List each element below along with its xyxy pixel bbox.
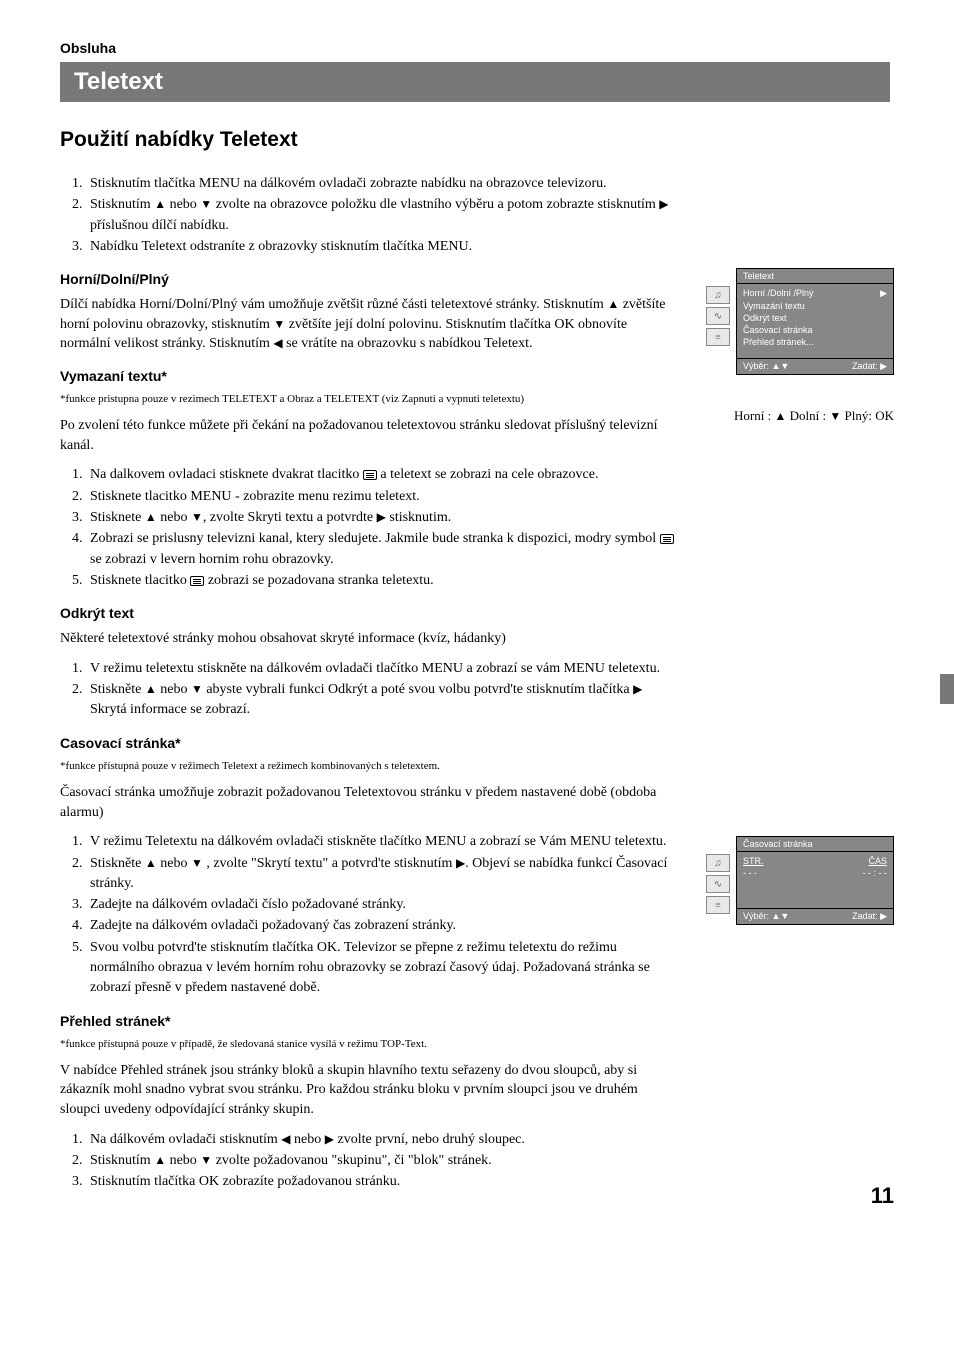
pic-icon: ♫ — [706, 854, 730, 872]
list-item: Nabídku Teletext odstraníte z obrazovky … — [86, 237, 680, 257]
teletext-icon — [363, 470, 377, 480]
down-icon: ▼ — [200, 1153, 212, 1167]
subheading: Vymazaní textu* — [60, 368, 680, 384]
menu-title: Teletext — [737, 269, 893, 284]
subheading: Odkrýt text — [60, 605, 680, 621]
list-item: Stisknutím ▲ nebo ▼ zvolte na obrazovce … — [86, 195, 680, 236]
down-icon: ▼ — [191, 856, 203, 870]
list-item: Stisknutím tlačítka OK zobrazíte požadov… — [86, 1172, 680, 1192]
teletext-icon — [190, 576, 204, 586]
paragraph: Dílčí nabídka Horní/Dolní/Plný vám umožň… — [60, 295, 680, 354]
list-item: Na dalkovem ovladaci stisknete dvakrat t… — [86, 465, 680, 485]
page-banner: Teletext — [60, 62, 890, 102]
steps-list: V režimu Teletextu na dálkovém ovladači … — [60, 832, 680, 998]
menu-item: Vymazání textu — [743, 301, 805, 311]
steps-list: Na dalkovem ovladaci stisknete dvakrat t… — [60, 465, 680, 591]
menu-hint: Výběr: ▲▼ — [743, 911, 789, 922]
timer-page-mockup: ♫ ∿ ≡ Časovací stránka STR.ČAS - - -- - … — [736, 836, 894, 925]
menu-item: Odkrýt text — [743, 313, 787, 323]
pic-icon: ♫ — [706, 286, 730, 304]
right-icon: ▶ — [880, 288, 887, 299]
list-item: V režimu teletextu stiskněte na dálkovém… — [86, 659, 680, 679]
signal-icon: ∿ — [706, 875, 730, 893]
value: - - - — [743, 868, 757, 878]
list-item: Stiskněte ▲ nebo ▼ abyste vybrali funkci… — [86, 680, 680, 721]
up-icon: ▲ — [154, 1153, 166, 1167]
subheading: Přehled stránek* — [60, 1013, 680, 1029]
list-item: V režimu Teletextu na dálkovém ovladači … — [86, 832, 680, 852]
section-label: Obsluha — [60, 40, 680, 56]
teletext-menu-mockup: ♫ ∿ ≡ Teletext Horní /Dolní /Plný▶ Vymaz… — [736, 268, 894, 375]
page-edge-tab — [940, 674, 954, 704]
down-icon: ▼ — [191, 510, 203, 524]
list-item: Na dálkovém ovladači stisknutím ◀ nebo ▶… — [86, 1130, 680, 1150]
right-icon: ▶ — [659, 197, 668, 211]
signal-icon: ∿ — [706, 307, 730, 325]
menu-hint: Zadat: ▶ — [852, 361, 887, 372]
list-item: Stisknutím tlačítka MENU na dálkovém ovl… — [86, 174, 680, 194]
top-bottom-hint: Horní : ▲ Dolní : ▼ Plný: OK — [734, 408, 894, 424]
menu-title: Časovací stránka — [737, 837, 893, 852]
value: - - : - - — [863, 868, 888, 878]
paragraph: V nabídce Přehled stránek jsou stránky b… — [60, 1061, 680, 1120]
col-header: STR. — [743, 856, 764, 866]
down-icon: ▼ — [273, 317, 285, 331]
paragraph: Po zvolení této funkce můžete při čekání… — [60, 416, 680, 455]
menu-hint: Zadat: ▶ — [852, 911, 887, 922]
up-icon: ▲ — [145, 856, 157, 870]
down-icon: ▼ — [200, 197, 212, 211]
right-icon: ▶ — [325, 1132, 334, 1146]
menu-item: Časovací stránka — [743, 325, 813, 335]
down-icon: ▼ — [829, 409, 841, 423]
list-item: Zadejte na dálkovém ovladači požadovaný … — [86, 916, 680, 936]
list-item: Stiskněte ▲ nebo ▼ , zvolte "Skrytí text… — [86, 854, 680, 895]
footnote: *funkce přístupná pouze v režimech Telet… — [60, 759, 680, 773]
list-item: Zadejte na dálkovém ovladači číslo požad… — [86, 895, 680, 915]
right-icon: ▶ — [633, 682, 642, 696]
left-icon: ◀ — [273, 336, 282, 350]
footnote: *funkce pristupna pouze v rezimech TELET… — [60, 392, 680, 406]
page-title: Použití nabídky Teletext — [60, 128, 680, 152]
menu-item: Horní /Dolní /Plný — [743, 288, 814, 299]
right-icon: ▶ — [377, 510, 386, 524]
left-icon: ◀ — [281, 1132, 290, 1146]
up-icon: ▲ — [775, 409, 787, 423]
paragraph: Některé teletextové stránky mohou obsaho… — [60, 629, 680, 649]
subheading: Horní/Dolní/Plný — [60, 271, 680, 287]
list-item: Zobrazi se prislusny televizni kanal, kt… — [86, 529, 680, 570]
list-item: Stisknutím ▲ nebo ▼ zvolte požadovanou "… — [86, 1151, 680, 1171]
up-icon: ▲ — [145, 510, 157, 524]
teletext-icon — [660, 534, 674, 544]
up-icon: ▲ — [607, 297, 619, 311]
menu-item: Přehled stránek... — [743, 337, 814, 347]
intro-list: Stisknutím tlačítka MENU na dálkovém ovl… — [60, 174, 680, 257]
steps-list: V režimu teletextu stiskněte na dálkovém… — [60, 659, 680, 721]
steps-list: Na dálkovém ovladači stisknutím ◀ nebo ▶… — [60, 1130, 680, 1193]
paragraph: Časovací stránka umožňuje zobrazit požad… — [60, 783, 680, 822]
list-item: Svou volbu potvrd'te stisknutím tlačítka… — [86, 938, 680, 999]
list-item: Stisknete tlacitko MENU - zobrazite menu… — [86, 487, 680, 507]
list-icon: ≡ — [706, 328, 730, 346]
col-header: ČAS — [868, 856, 887, 866]
subheading: Casovací stránka* — [60, 735, 680, 751]
list-item: Stisknete ▲ nebo ▼, zvolte Skryti textu … — [86, 508, 680, 528]
up-icon: ▲ — [145, 682, 157, 696]
down-icon: ▼ — [191, 682, 203, 696]
up-icon: ▲ — [154, 197, 166, 211]
footnote: *funkce přístupná pouze v případě, že sl… — [60, 1037, 680, 1051]
page-number: 11 — [871, 1183, 894, 1209]
menu-hint: Výběr: ▲▼ — [743, 361, 789, 372]
list-icon: ≡ — [706, 896, 730, 914]
right-icon: ▶ — [456, 856, 465, 870]
list-item: Stisknete tlacitko zobrazi se pozadovana… — [86, 571, 680, 591]
